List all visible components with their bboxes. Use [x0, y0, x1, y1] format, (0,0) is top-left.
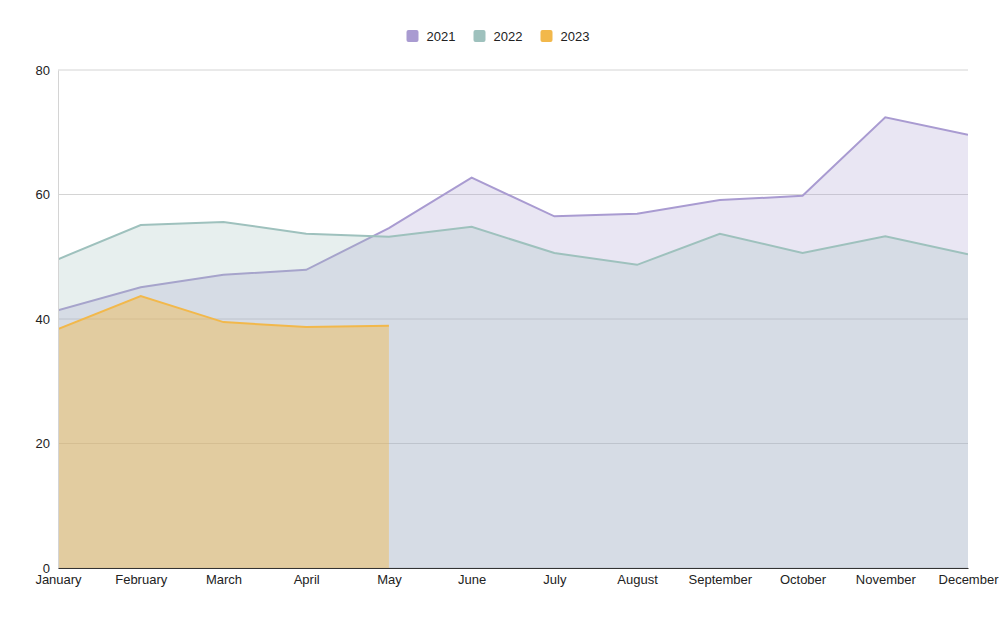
area: [58, 296, 389, 568]
y-tick: 80: [36, 63, 58, 78]
chart-container: 020406080JanuaryFebruaryMarchAprilMayJun…: [0, 0, 1000, 617]
x-tick-label: November: [856, 572, 917, 587]
x-tick-label: January: [35, 572, 82, 587]
y-tick-label: 80: [36, 63, 50, 78]
legend-swatch: [541, 30, 553, 42]
legend: 2021 2022 2023: [407, 29, 590, 44]
x-tick: October: [780, 568, 827, 587]
area: [58, 117, 968, 568]
y-tick-label: 60: [36, 187, 50, 202]
y-axis-line: [58, 71, 59, 569]
legend-item: 2022: [474, 29, 523, 44]
x-tick-label: March: [206, 572, 242, 587]
x-tick: February: [115, 568, 168, 587]
x-tick: March: [206, 568, 242, 587]
x-tick: January: [35, 568, 82, 587]
x-tick: November: [856, 568, 917, 587]
legend-label: 2021: [427, 29, 456, 44]
x-tick-label: February: [115, 572, 168, 587]
line: [58, 222, 968, 265]
marks: [58, 117, 968, 568]
grid-line: [58, 70, 968, 71]
x-axis-line: [59, 568, 969, 569]
x-tick-label: July: [543, 572, 567, 587]
legend-label: 2022: [494, 29, 523, 44]
x-tick: September: [689, 568, 753, 587]
x-tick-label: April: [294, 572, 320, 587]
x-tick: August: [617, 568, 658, 587]
x-tick-label: June: [458, 572, 486, 587]
legend-swatch: [474, 30, 486, 42]
plot: 020406080JanuaryFebruaryMarchAprilMayJun…: [35, 63, 999, 588]
x-tick: July: [543, 568, 567, 587]
x-tick-label: May: [377, 572, 402, 587]
x-tick-label: August: [617, 572, 658, 587]
y-tick: 20: [36, 436, 58, 451]
x-tick: December: [939, 568, 1000, 587]
grid: [58, 70, 968, 568]
x-tick-label: September: [689, 572, 753, 587]
y-tick: 60: [36, 187, 58, 202]
x-tick: May: [377, 568, 402, 587]
x-tick: April: [294, 568, 320, 587]
legend-label: 2023: [561, 29, 590, 44]
legend-swatch: [407, 30, 419, 42]
legend-item: 2023: [541, 29, 590, 44]
x-tick-label: October: [780, 572, 827, 587]
y-tick-label: 40: [36, 312, 50, 327]
line: [58, 296, 389, 329]
x-tick-label: December: [939, 572, 1000, 587]
chart-svg: 020406080JanuaryFebruaryMarchAprilMayJun…: [0, 0, 1000, 617]
area: [58, 222, 968, 568]
x-tick: June: [458, 568, 486, 587]
y-axis: 020406080: [36, 63, 59, 576]
legend-item: 2021: [407, 29, 456, 44]
x-axis: January February March April May June July Augu…: [35, 568, 999, 587]
y-tick-label: 20: [36, 436, 50, 451]
y-tick: 40: [36, 312, 58, 327]
